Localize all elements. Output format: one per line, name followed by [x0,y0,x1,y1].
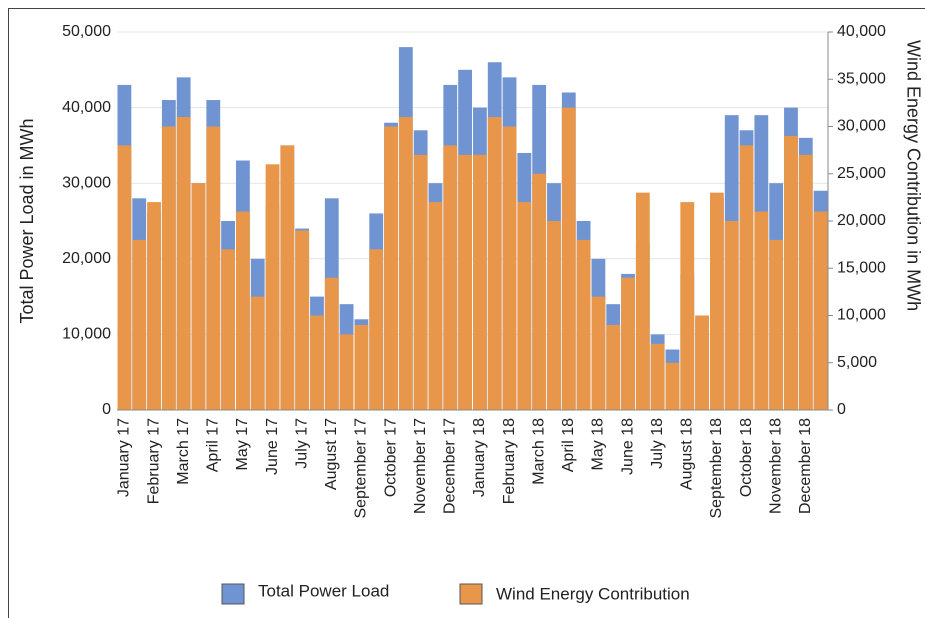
bar [250,296,265,410]
bar [339,334,354,410]
legend: Total Power Load Wind Energy Contribution [221,581,690,605]
bar [798,154,813,410]
x-tick-label: October 17 [382,418,399,497]
y2-tick-label: 20,000 [837,212,886,229]
bar [191,183,206,410]
x-tick-label: August 18 [679,418,696,490]
bar [295,230,310,410]
bar [813,211,828,410]
bar [473,154,487,410]
bar [724,221,739,410]
bar [458,154,472,410]
x-tick-label: March 17 [175,418,192,485]
x-tick-label: April 18 [560,418,577,472]
x-tick-label: November 18 [767,418,784,514]
bar [502,126,517,410]
bar [635,192,650,410]
x-tick-label: June 18 [619,418,636,475]
y-tick-label: 0 [102,401,111,418]
bar [280,145,295,410]
bar [517,202,532,410]
bar [132,239,147,410]
x-tick-label: December 18 [797,418,814,514]
bar [206,126,221,410]
bar [221,249,235,410]
x-tick-label: May 17 [234,418,251,471]
x-tick-label: August 17 [323,418,340,490]
bar [443,145,458,410]
bar [384,126,398,410]
bar [310,315,324,410]
y2-tick-label: 10,000 [837,307,886,324]
bar [369,249,384,410]
y2-tick-label: 0 [837,401,846,418]
legend-label: Wind Energy Contribution [496,584,690,603]
y2-axis-title: Wind Energy Contribution in MWh [903,40,923,311]
x-tick-label: January 17 [116,418,133,497]
x-tick-label: March 18 [530,418,547,485]
bar [147,202,161,410]
legend-swatch [221,583,245,605]
y2-tick-label: 15,000 [837,259,886,276]
y-tick-label: 10,000 [62,326,111,343]
bar [621,277,635,410]
bar [695,315,709,410]
bar [606,324,621,410]
bar [665,362,680,410]
x-tick-label: February 18 [501,418,518,504]
bar [117,145,132,410]
bar [710,192,724,410]
bar [680,202,695,410]
bar [413,154,428,410]
x-tick-label: June 17 [264,418,281,475]
x-tick-label: October 18 [738,418,755,497]
bar [532,173,547,410]
y-tick-label: 50,000 [62,23,111,40]
bar [176,117,191,411]
y-axis-title: Total Power Load in MWh [17,118,37,323]
bar [161,126,176,410]
bar [784,135,798,410]
y-tick-label: 30,000 [62,174,111,191]
x-tick-label: July 17 [293,418,310,469]
y2-tick-label: 35,000 [837,70,886,87]
bar [576,239,591,410]
bar [428,202,443,410]
bar [265,164,280,410]
x-tick-label: July 18 [649,418,666,469]
bar [591,296,606,410]
bar [547,221,561,410]
y2-tick-label: 30,000 [837,118,886,135]
x-tick-label: February 17 [145,418,162,504]
legend-label: Total Power Load [258,581,389,600]
x-tick-label: April 17 [205,418,222,472]
x-tick-label: May 18 [590,418,607,471]
bar [398,117,413,411]
y2-tick-label: 5,000 [837,354,877,371]
frame [8,8,925,618]
x-tick-label: September 17 [353,418,370,519]
bar [354,324,369,410]
bar [739,145,754,410]
y-tick-label: 20,000 [62,250,111,267]
x-tick-label: December 17 [442,418,459,514]
x-tick-label: September 18 [708,418,725,519]
bar [487,117,502,411]
y2-tick-label: 40,000 [837,23,886,40]
x-tick-label: January 18 [471,418,488,497]
bar [769,239,784,410]
x-tick-label: November 17 [412,418,429,514]
bar [561,107,576,410]
bar [236,211,250,410]
bar [324,277,339,410]
legend-swatch [459,583,483,605]
bar [650,343,665,410]
bar [754,211,769,410]
y-tick-label: 40,000 [62,99,111,116]
y2-tick-label: 25,000 [837,165,886,182]
